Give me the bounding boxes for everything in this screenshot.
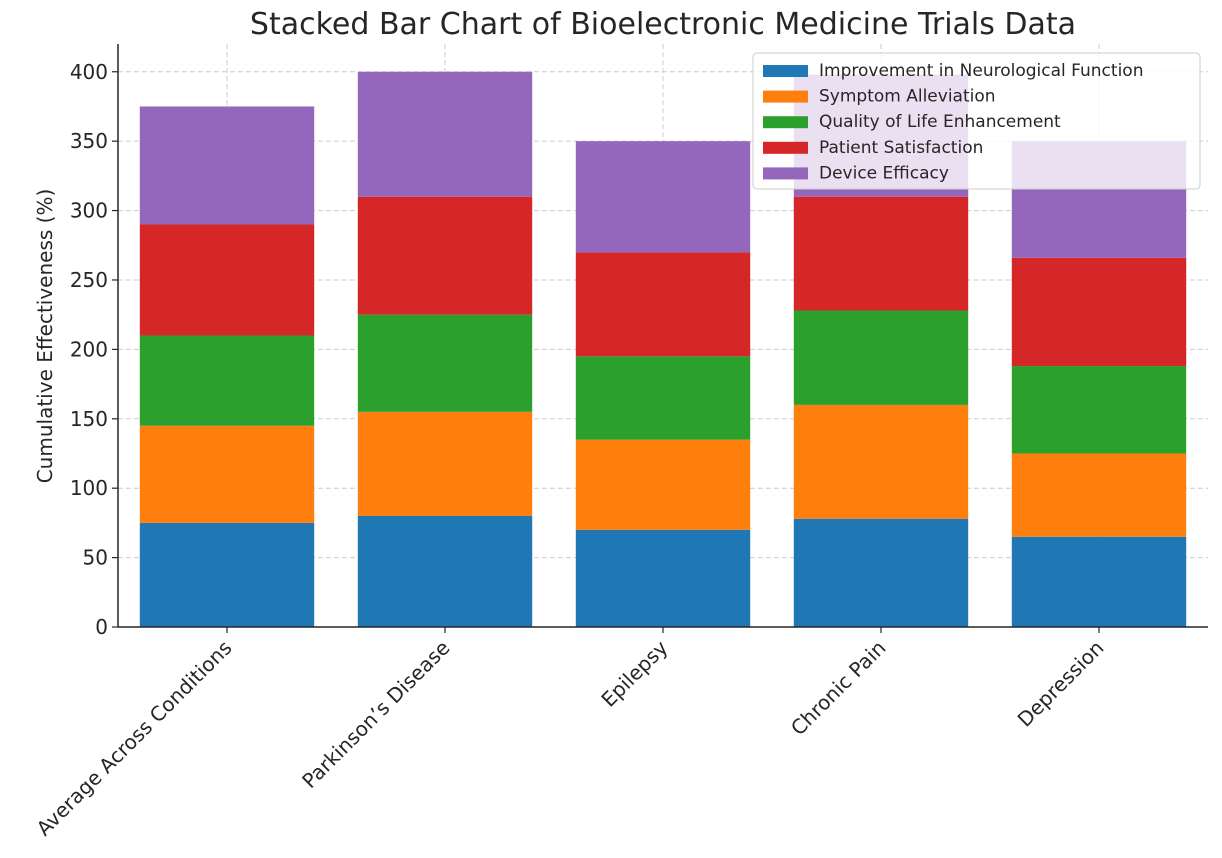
- x-tick-label: Parkinson’s Disease: [297, 636, 454, 793]
- legend-label: Improvement in Neurological Function: [819, 61, 1143, 81]
- chart-title: Stacked Bar Chart of Bioelectronic Medic…: [250, 7, 1076, 42]
- legend-label: Quality of Life Enhancement: [819, 112, 1061, 132]
- y-tick-label: 50: [83, 546, 108, 570]
- legend-swatch: [763, 141, 808, 154]
- bar-segment: [575, 252, 751, 357]
- bar-segment: [575, 529, 751, 627]
- legend-swatch: [763, 65, 808, 77]
- bar-segment: [793, 404, 969, 519]
- bar-segment: [139, 106, 315, 225]
- bar-segment: [139, 224, 315, 336]
- y-tick-label: 0: [95, 615, 108, 639]
- y-axis-label: Cumulative Effectiveness (%): [33, 189, 57, 484]
- bar-segment: [1011, 257, 1187, 367]
- x-tick-label: Depression: [1013, 636, 1109, 732]
- bar-segment: [1011, 366, 1187, 454]
- bar-segment: [575, 439, 751, 530]
- y-tick-label: 150: [70, 407, 108, 431]
- bar-segment: [139, 425, 315, 523]
- legend-swatch: [763, 167, 808, 180]
- bar-segment: [357, 196, 533, 315]
- y-tick-label: 350: [70, 129, 108, 153]
- legend-swatch: [763, 90, 808, 103]
- bar-segment: [1011, 453, 1187, 537]
- bar-segment: [793, 196, 969, 311]
- bar-segment: [357, 71, 533, 197]
- legend-box: [752, 52, 1201, 190]
- bar-segment: [139, 335, 315, 426]
- bar-segment: [575, 141, 751, 253]
- x-ticks: Average Across Conditions Parkinson’s Dis…: [32, 627, 1109, 841]
- y-ticks: 0 50 100 150 200 250 300 350 400: [70, 60, 118, 639]
- y-tick-label: 400: [70, 60, 108, 84]
- y-tick-label: 250: [70, 268, 108, 292]
- bar-segment: [793, 518, 969, 627]
- bar-segment: [139, 522, 315, 627]
- y-tick-label: 200: [70, 337, 108, 361]
- y-tick-label: 100: [70, 476, 108, 500]
- bar-segment: [357, 515, 533, 627]
- legend: Improvement in Neurological Function Symp…: [752, 52, 1201, 190]
- x-tick-label: Chronic Pain: [786, 636, 891, 741]
- legend-label: Patient Satisfaction: [819, 138, 983, 158]
- bar-segment: [575, 356, 751, 440]
- legend-label: Device Efficacy: [819, 163, 949, 183]
- legend-swatch: [763, 116, 808, 129]
- bar-segment: [1011, 536, 1187, 627]
- bar-segment: [793, 310, 969, 405]
- bar-segment: [357, 411, 533, 516]
- x-tick-label: Epilepsy: [596, 635, 672, 711]
- bar-segment: [357, 314, 533, 412]
- legend-label: Symptom Alleviation: [819, 87, 996, 107]
- x-tick-label: Average Across Conditions: [32, 636, 237, 841]
- y-tick-label: 300: [70, 199, 108, 223]
